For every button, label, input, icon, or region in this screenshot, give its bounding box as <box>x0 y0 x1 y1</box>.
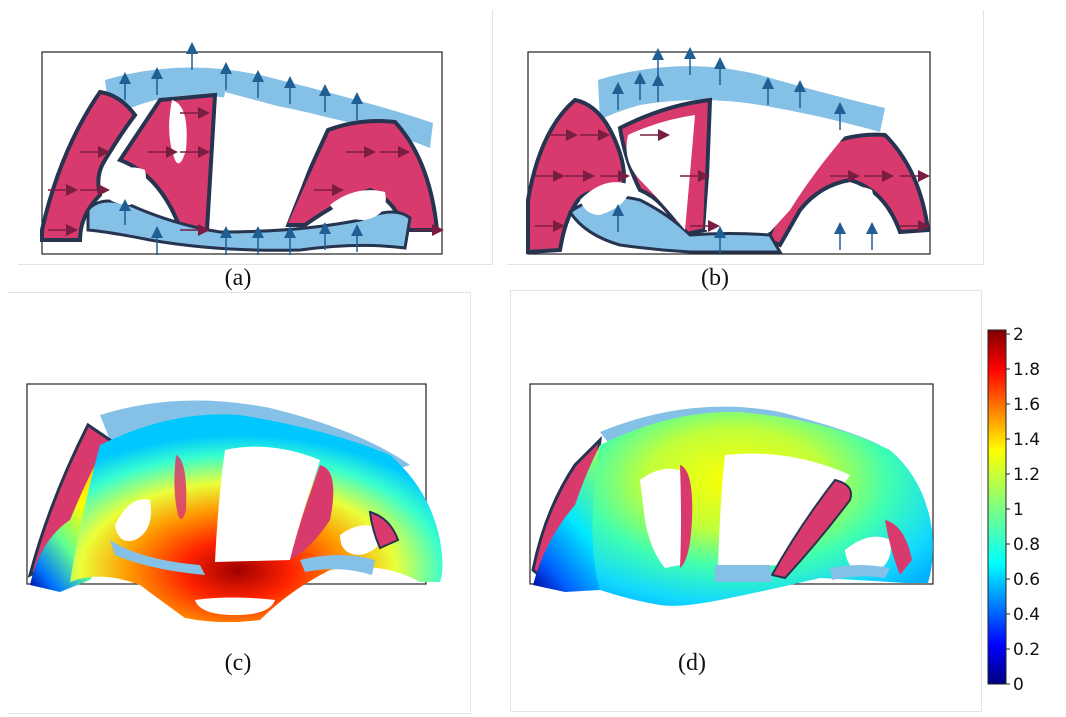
panel-b-red-arrows <box>535 129 930 232</box>
colorbar-tick-label: 2 <box>1013 325 1024 345</box>
panel-b-hole-1 <box>626 115 695 230</box>
panel-a-red-arrows <box>48 107 444 236</box>
panel-c-blue-top <box>100 400 410 470</box>
panel-a-hole-2 <box>212 92 330 228</box>
panel-a-blue-arrows <box>119 42 363 255</box>
panel-b-hole-3 <box>580 182 630 215</box>
panel-c-hole-2 <box>215 446 320 562</box>
panel-c-hole-4 <box>195 597 275 615</box>
colorbar-tick-label: 1.6 <box>1013 395 1040 415</box>
panel-a-pink-center <box>116 92 218 233</box>
caption-a: (a) <box>224 265 252 291</box>
panel-d-pink-inner-3 <box>885 520 912 575</box>
panel-a-frame <box>18 10 493 265</box>
panel-a-hole-4 <box>330 190 386 220</box>
panel-c-pink-inner-3 <box>368 510 400 550</box>
colorbar-ticks: 2 1.8 1.6 1.4 1.2 1 0.8 0.6 0.4 0.2 0 <box>1006 325 1040 695</box>
colorbar-tick-label: 1.4 <box>1013 430 1040 450</box>
panel-a-domain-box <box>41 51 443 255</box>
colorbar-tick-label: 1 <box>1013 500 1024 520</box>
panel-d-frame <box>510 290 982 712</box>
panel-c-frame <box>8 292 471 714</box>
colorbar-gradient <box>987 329 1007 685</box>
panel-a-blue-arch <box>105 67 433 148</box>
panel-d-blue-top <box>600 406 880 455</box>
caption-c: (c) <box>224 650 252 676</box>
panel-b-blue-arrows <box>612 47 878 255</box>
panel-b-domain-box <box>527 51 931 255</box>
colorbar-tick-label: 1.2 <box>1013 465 1040 485</box>
panel-c-hole-3 <box>340 525 381 555</box>
panel-b-hole-4 <box>825 186 875 233</box>
panel-c-blue-inner-2 <box>300 555 375 575</box>
colorbar-tick-label: 0.4 <box>1013 605 1040 625</box>
colorbar-tick-label: 0 <box>1013 675 1024 695</box>
panel-c-pink-inner-1 <box>174 455 187 519</box>
panel-c-structure <box>26 383 443 623</box>
panel-a-blue-bottom <box>86 199 412 252</box>
panel-c-blue-inner <box>110 540 205 575</box>
panel-b-hole-2 <box>705 100 850 232</box>
colorbar-tick-label: 0.2 <box>1013 640 1040 660</box>
panel-c-pink-inner-2 <box>290 465 334 560</box>
panel-d-hole-2 <box>718 453 850 568</box>
colorbar: 2 1.8 1.6 1.4 1.2 1 0.8 0.6 0.4 0.2 0 <box>987 325 1040 695</box>
panel-a-hole-3 <box>100 167 146 205</box>
caption-d: (d) <box>678 650 706 676</box>
panel-d-blue-inner <box>715 565 772 582</box>
panel-d-pink-inner-2 <box>770 478 852 580</box>
caption-b: (b) <box>701 265 729 291</box>
colorbar-tick-label: 0.8 <box>1013 535 1040 555</box>
panel-d-blue-inner-2 <box>830 565 890 580</box>
panel-d-hole-1 <box>640 468 685 568</box>
colorbar-tick-label: 1.8 <box>1013 360 1040 380</box>
colorbar-tick-label: 0.6 <box>1013 570 1040 590</box>
panel-a-pink-left <box>40 89 138 242</box>
panel-d-pink-inner-1 <box>680 465 693 568</box>
panel-b-frame <box>507 10 984 265</box>
panel-c-hole-1 <box>115 499 151 541</box>
panel-a-structure <box>40 51 443 255</box>
panel-d-structure <box>529 383 934 606</box>
panel-b-structure <box>526 51 931 255</box>
panel-b-blue-arch <box>598 66 885 132</box>
